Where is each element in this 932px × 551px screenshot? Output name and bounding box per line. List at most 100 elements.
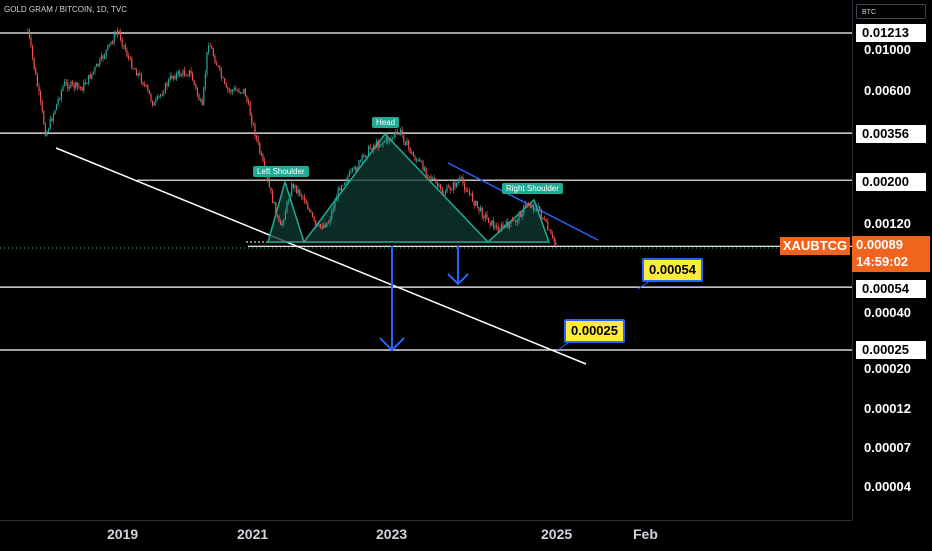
current-price-box[interactable]: 0.00089 14:59:02: [852, 236, 930, 272]
price-tick: 0.00020: [864, 361, 911, 376]
candle-body: [185, 75, 187, 77]
candle-body: [233, 88, 235, 91]
candle-body: [305, 200, 307, 205]
candle-body: [151, 100, 154, 106]
candle-body: [470, 193, 472, 195]
candle-body: [548, 229, 550, 231]
candle-body: [455, 182, 458, 188]
candle-body: [187, 75, 189, 77]
target-arrows: [379, 246, 655, 352]
level-box[interactable]: 0.00025: [856, 341, 926, 359]
currency-selector[interactable]: BTC: [856, 4, 926, 19]
candle-body: [462, 177, 464, 184]
candle-body: [347, 176, 349, 182]
candle-body: [209, 45, 211, 47]
candle-body: [35, 68, 37, 75]
candle-body: [329, 218, 331, 223]
candle-body: [334, 200, 336, 209]
candle-body: [199, 99, 202, 101]
time-label: 2021: [237, 526, 269, 542]
candle-body: [222, 77, 224, 79]
level-box[interactable]: 0.00356: [856, 125, 926, 143]
candle-body: [393, 134, 395, 138]
candle-body: [299, 189, 301, 196]
candle-body: [228, 89, 230, 91]
candle-body: [419, 159, 421, 162]
candle-body: [379, 144, 381, 148]
candle-body: [131, 58, 133, 69]
candle-body: [343, 182, 346, 186]
candle-body: [348, 172, 350, 177]
candle-body: [124, 45, 126, 51]
candle-body: [459, 178, 461, 182]
candle-body: [31, 45, 34, 58]
candle-body: [414, 156, 416, 161]
candle-body: [115, 34, 117, 35]
candle-body: [363, 154, 365, 156]
candle-body: [278, 215, 280, 221]
candle-body: [345, 181, 347, 183]
candle-body: [420, 161, 422, 163]
candle-body: [351, 168, 354, 172]
candle-body: [171, 76, 173, 79]
candle-body: [46, 131, 48, 136]
left-shoulder-label[interactable]: Left Shoulder: [253, 166, 309, 177]
candle-body: [372, 145, 374, 150]
candle-body: [326, 222, 328, 228]
head-and-shoulders-pattern[interactable]: [267, 132, 551, 244]
candle-body: [291, 184, 293, 197]
candle-body: [100, 55, 102, 60]
candle-body: [255, 136, 258, 139]
candle-body: [71, 81, 74, 84]
candle-body: [238, 90, 240, 93]
candle-body: [323, 224, 325, 229]
price-tick: 0.01000: [864, 42, 911, 57]
candle-body: [340, 185, 342, 191]
candle-body: [331, 210, 333, 219]
candle-body: [79, 86, 82, 88]
candle-body: [303, 197, 306, 201]
neckline-trend[interactable]: [447, 162, 599, 241]
candle-body: [129, 57, 131, 59]
candle-body: [156, 96, 158, 100]
level-box[interactable]: 0.00054: [856, 280, 926, 298]
candle-body: [366, 155, 368, 158]
head-label[interactable]: Head: [372, 117, 400, 128]
candle-body: [435, 178, 437, 183]
candle-body: [476, 200, 478, 208]
price-chart[interactable]: [0, 0, 852, 520]
candle-body: [137, 73, 139, 76]
candle-body: [28, 30, 30, 38]
candle-body: [451, 189, 453, 191]
candle-body: [179, 71, 181, 77]
candle-body: [390, 137, 392, 141]
trendline[interactable]: [55, 147, 587, 365]
candle-body: [73, 83, 75, 89]
candle-body: [59, 99, 61, 100]
candle-body: [41, 101, 43, 112]
candle-body: [316, 225, 318, 227]
candle-body: [275, 202, 277, 216]
target-label-1[interactable]: 0.00054: [642, 258, 703, 282]
time-axis[interactable]: [0, 520, 852, 551]
candle-body: [475, 200, 477, 206]
candle-body: [113, 34, 115, 44]
candle-body: [158, 96, 160, 97]
candle-body: [103, 55, 106, 59]
target-label-2[interactable]: 0.00025: [564, 319, 625, 343]
candle-body: [127, 56, 130, 58]
candle-body: [491, 220, 493, 226]
right-shoulder-label[interactable]: Right Shoulder: [502, 183, 563, 194]
candle-body: [204, 74, 206, 88]
level-box[interactable]: 0.01213: [856, 24, 926, 42]
candle-body: [380, 144, 382, 146]
candle-body: [281, 222, 283, 225]
candle-body: [241, 92, 243, 94]
candle-body: [174, 76, 176, 79]
candle-body: [246, 96, 248, 102]
candle-body: [439, 184, 442, 189]
candle-body: [211, 46, 213, 50]
level-box[interactable]: 0.00200: [856, 173, 926, 191]
candle-body: [526, 204, 528, 205]
candle-body: [219, 66, 221, 70]
